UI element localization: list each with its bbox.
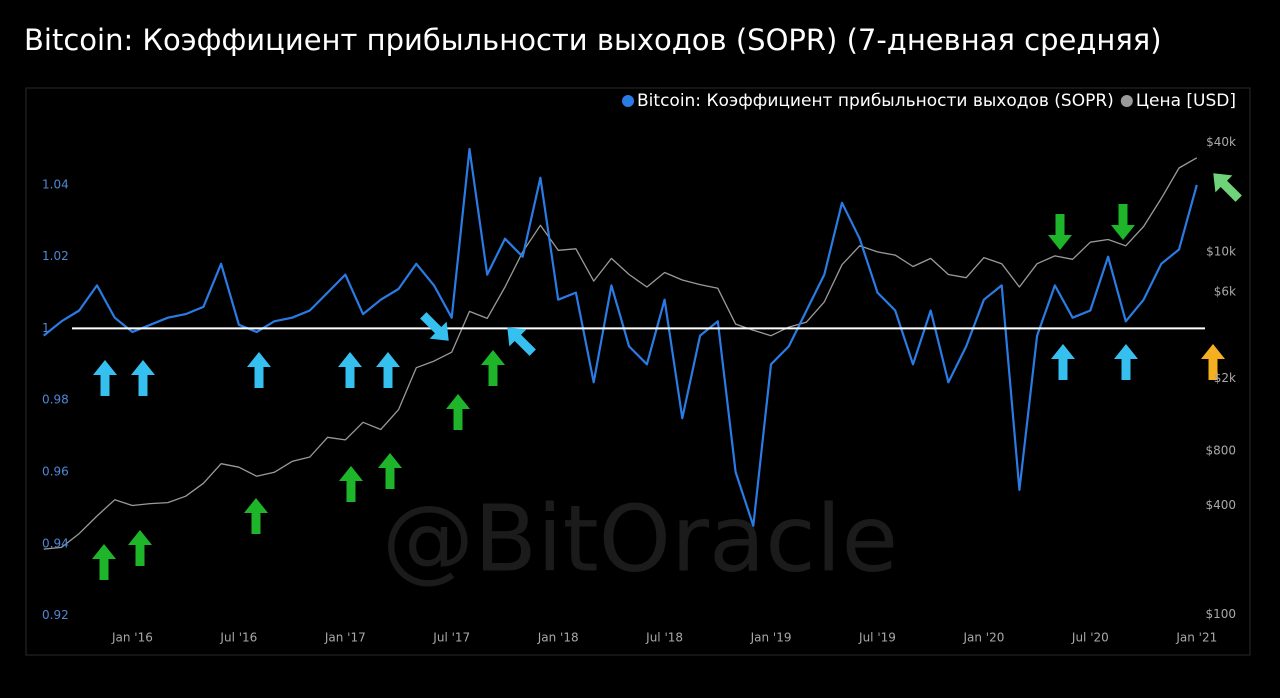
y-tick-label: 0.96: [42, 464, 69, 478]
x-tick-label: Jan '17: [324, 631, 366, 645]
series-line: [43, 157, 1198, 550]
y-tick-label: 0.94: [42, 536, 69, 550]
y2-tick-label: $2k: [1214, 371, 1236, 385]
chart-title: Bitcoin: Коэффициент прибыльности выходо…: [24, 23, 1162, 57]
legend-label: Bitcoin: Коэффициент прибыльности выходо…: [637, 91, 1114, 111]
legend-label: Цена [USD]: [1136, 91, 1236, 111]
x-tick-label: Jul '18: [645, 631, 683, 645]
watermark: @BitOracle: [382, 485, 898, 592]
x-tick-label: Jul '17: [432, 631, 470, 645]
y2-tick-label: $40k: [1206, 135, 1236, 149]
x-tick-label: Jan '21: [1175, 631, 1217, 645]
x-tick-label: Jul '19: [858, 631, 896, 645]
x-tick-label: Jul '20: [1071, 631, 1109, 645]
x-tick-label: Jan '18: [537, 631, 579, 645]
y-tick-label: 1: [42, 321, 50, 335]
y2-tick-label: $800: [1205, 443, 1236, 457]
x-tick-label: Jan '16: [111, 631, 153, 645]
y2-tick-label: $6k: [1214, 285, 1236, 299]
y-tick-label: 1.02: [42, 249, 69, 263]
y-tick-label: 1.04: [42, 177, 69, 191]
y2-tick-label: $100: [1205, 607, 1236, 621]
x-tick-label: Jul '16: [219, 631, 257, 645]
x-tick-label: Jan '20: [962, 631, 1004, 645]
lines: [43, 147, 1205, 550]
legend-marker: [622, 95, 635, 107]
series-line: [43, 147, 1198, 527]
y-tick-label: 0.92: [42, 608, 69, 622]
y-tick-label: 0.98: [42, 393, 69, 407]
legend-marker: [1120, 95, 1133, 107]
y2-tick-label: $400: [1205, 498, 1236, 512]
x-tick-label: Jan '19: [750, 631, 792, 645]
plot-frame: [25, 87, 1251, 656]
y2-tick-label: $10k: [1206, 244, 1236, 258]
